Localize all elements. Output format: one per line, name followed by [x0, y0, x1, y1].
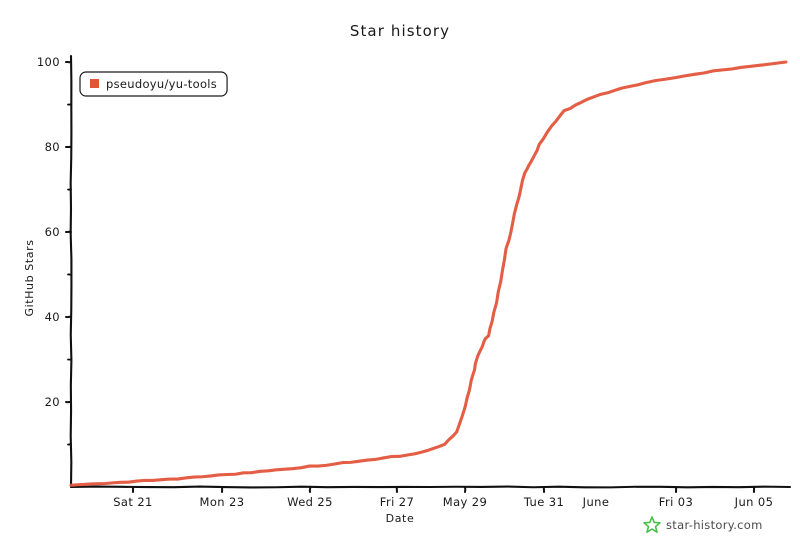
watermark-label: star-history.com: [666, 518, 763, 532]
legend-box: [79, 71, 228, 97]
y-axis-label: GitHub Stars: [23, 239, 36, 316]
chart-axes: [69, 54, 792, 489]
x-tick-label: Tue 31: [523, 495, 564, 509]
y-tick-label: 40: [45, 310, 60, 324]
y-tick-label: 60: [45, 225, 60, 239]
legend-item-label: pseudoyu/yu-tools: [106, 77, 217, 91]
chart-legend[interactable]: pseudoyu/yu-tools: [79, 71, 228, 97]
x-tick-label: Wed 25: [287, 495, 333, 509]
page-title: Star history: [350, 22, 450, 40]
y-tick-label: 20: [45, 395, 60, 409]
legend-color-swatch: [90, 79, 99, 88]
series-line-0: [69, 60, 788, 487]
x-tick-label: May 29: [443, 495, 487, 509]
watermark[interactable]: star-history.com: [643, 516, 763, 533]
x-axis-ticks: Sat 21 Mon 23 Wed 25 Fri 27 May 29 Tue 31 June…: [113, 486, 774, 509]
x-tick-label: Fri 03: [659, 495, 693, 509]
x-tick-label: Sat 21: [113, 495, 153, 509]
y-tick-label: 80: [45, 140, 60, 154]
x-tick-label: Mon 23: [200, 495, 245, 509]
y-axis-ticks: 20 40 60 80 100: [37, 55, 72, 446]
y-axis-line: [69, 54, 73, 489]
x-axis-line: [69, 485, 792, 489]
x-tick-label: Fri 27: [380, 495, 414, 509]
x-axis-label: Date: [386, 512, 415, 525]
star-icon: [643, 516, 661, 533]
x-tick-label: Jun 05: [734, 495, 774, 509]
x-tick-label: June: [582, 495, 610, 509]
series-group: [69, 60, 788, 487]
y-tick-label: 100: [37, 55, 60, 69]
